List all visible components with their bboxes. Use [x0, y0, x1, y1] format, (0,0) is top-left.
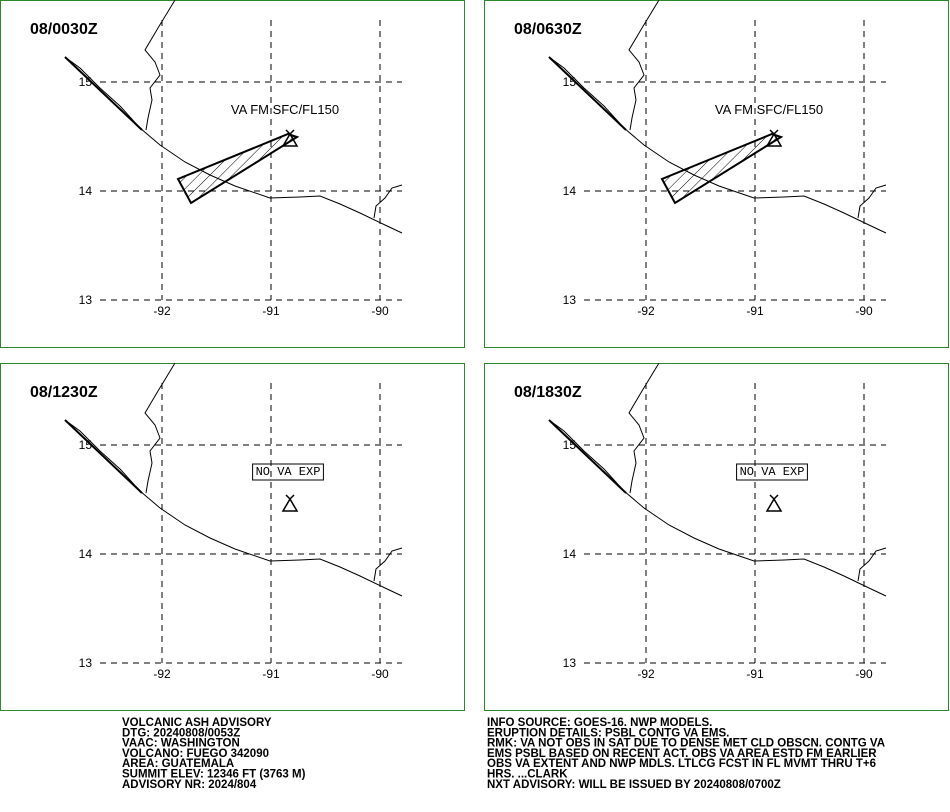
longitude-label: -92 [153, 667, 171, 681]
panel-frame [484, 0, 949, 348]
longitude-label: -90 [371, 667, 389, 681]
longitude-label: -91 [262, 667, 280, 681]
advisory-line: ADVISORY NR: 2024/804 [122, 779, 257, 791]
border [628, 362, 660, 494]
advisory-line: EMS PSBL BASED ON RECENT ACT. OBS VA ARE… [487, 748, 877, 760]
border [144, 362, 176, 494]
panel-frame [0, 363, 465, 711]
advisory-line: RMK: VA NOT OBS IN SAT DUE TO DENSE MET … [487, 738, 885, 750]
annotation-box [736, 463, 808, 481]
longitude-label: -92 [637, 667, 655, 681]
coastline-bold [548, 419, 627, 494]
longitude-label: -92 [153, 304, 171, 318]
forecast-time: 08/0030Z [30, 21, 98, 38]
coastline [64, 419, 403, 597]
volcano-symbol [281, 129, 299, 147]
latitude-label: 14 [79, 184, 93, 198]
longitude-label: -90 [855, 304, 873, 318]
coastline-bold [548, 56, 627, 131]
ash-area [176, 132, 300, 205]
border [857, 184, 887, 219]
border [373, 547, 403, 582]
advisory-line: INFO SOURCE: GOES-16. NWP MODELS. [487, 717, 712, 729]
advisory-line: VOLCANO: FUEGO 342090 [122, 748, 269, 760]
annotation: VA FM SFC/FL150 [231, 102, 339, 117]
latitude-label: 13 [563, 656, 577, 670]
coastline [548, 56, 887, 234]
forecast-time: 08/1230Z [30, 384, 98, 401]
latitude-label: 13 [79, 656, 93, 670]
advisory-line: NXT ADVISORY: WILL BE ISSUED BY 20240808… [487, 779, 781, 791]
coastline-bold [64, 419, 143, 494]
advisory-line: OBS VA EXTENT AND NWP MDLS. LTLCG FCST I… [487, 758, 876, 770]
latitude-label: 14 [79, 547, 93, 561]
longitude-label: -92 [637, 304, 655, 318]
annotation: VA FM SFC/FL150 [715, 102, 823, 117]
advisory-line: DTG: 20240808/0053Z [122, 727, 240, 739]
coastline [548, 419, 887, 597]
advisory-line: SUMMIT ELEV: 12346 FT (3763 M) [122, 769, 306, 781]
coastline-bold [64, 56, 143, 131]
border [373, 184, 403, 219]
longitude-label: -91 [262, 304, 280, 318]
ash-area [660, 132, 784, 205]
longitude-label: -90 [371, 304, 389, 318]
annotation-box [252, 463, 324, 481]
forecast-time: 08/0630Z [514, 21, 582, 38]
annotation: NO VA EXP [740, 465, 805, 479]
panel-frame [0, 0, 465, 348]
longitude-label: -90 [855, 667, 873, 681]
border [857, 547, 887, 582]
volcano-symbol [281, 494, 299, 512]
advisory-line: AREA: GUATEMALA [122, 758, 234, 770]
longitude-label: -91 [746, 304, 764, 318]
volcano-symbol [765, 129, 783, 147]
latitude-label: 14 [563, 184, 577, 198]
advisory-line: HRS. ...CLARK [487, 769, 568, 781]
volcano-symbol [765, 494, 783, 512]
advisory-line: ERUPTION DETAILS: PSBL CONTG VA EMS. [487, 727, 729, 739]
border [628, 0, 660, 131]
advisory-line: VOLCANIC ASH ADVISORY [122, 717, 272, 729]
annotation: NO VA EXP [256, 465, 321, 479]
panel-frame [484, 363, 949, 711]
latitude-label: 14 [563, 547, 577, 561]
coastline [64, 56, 403, 234]
latitude-label: 13 [563, 293, 577, 307]
latitude-label: 13 [79, 293, 93, 307]
forecast-time: 08/1830Z [514, 384, 582, 401]
border [144, 0, 176, 131]
longitude-label: -91 [746, 667, 764, 681]
advisory-line: VAAC: WASHINGTON [122, 738, 240, 750]
